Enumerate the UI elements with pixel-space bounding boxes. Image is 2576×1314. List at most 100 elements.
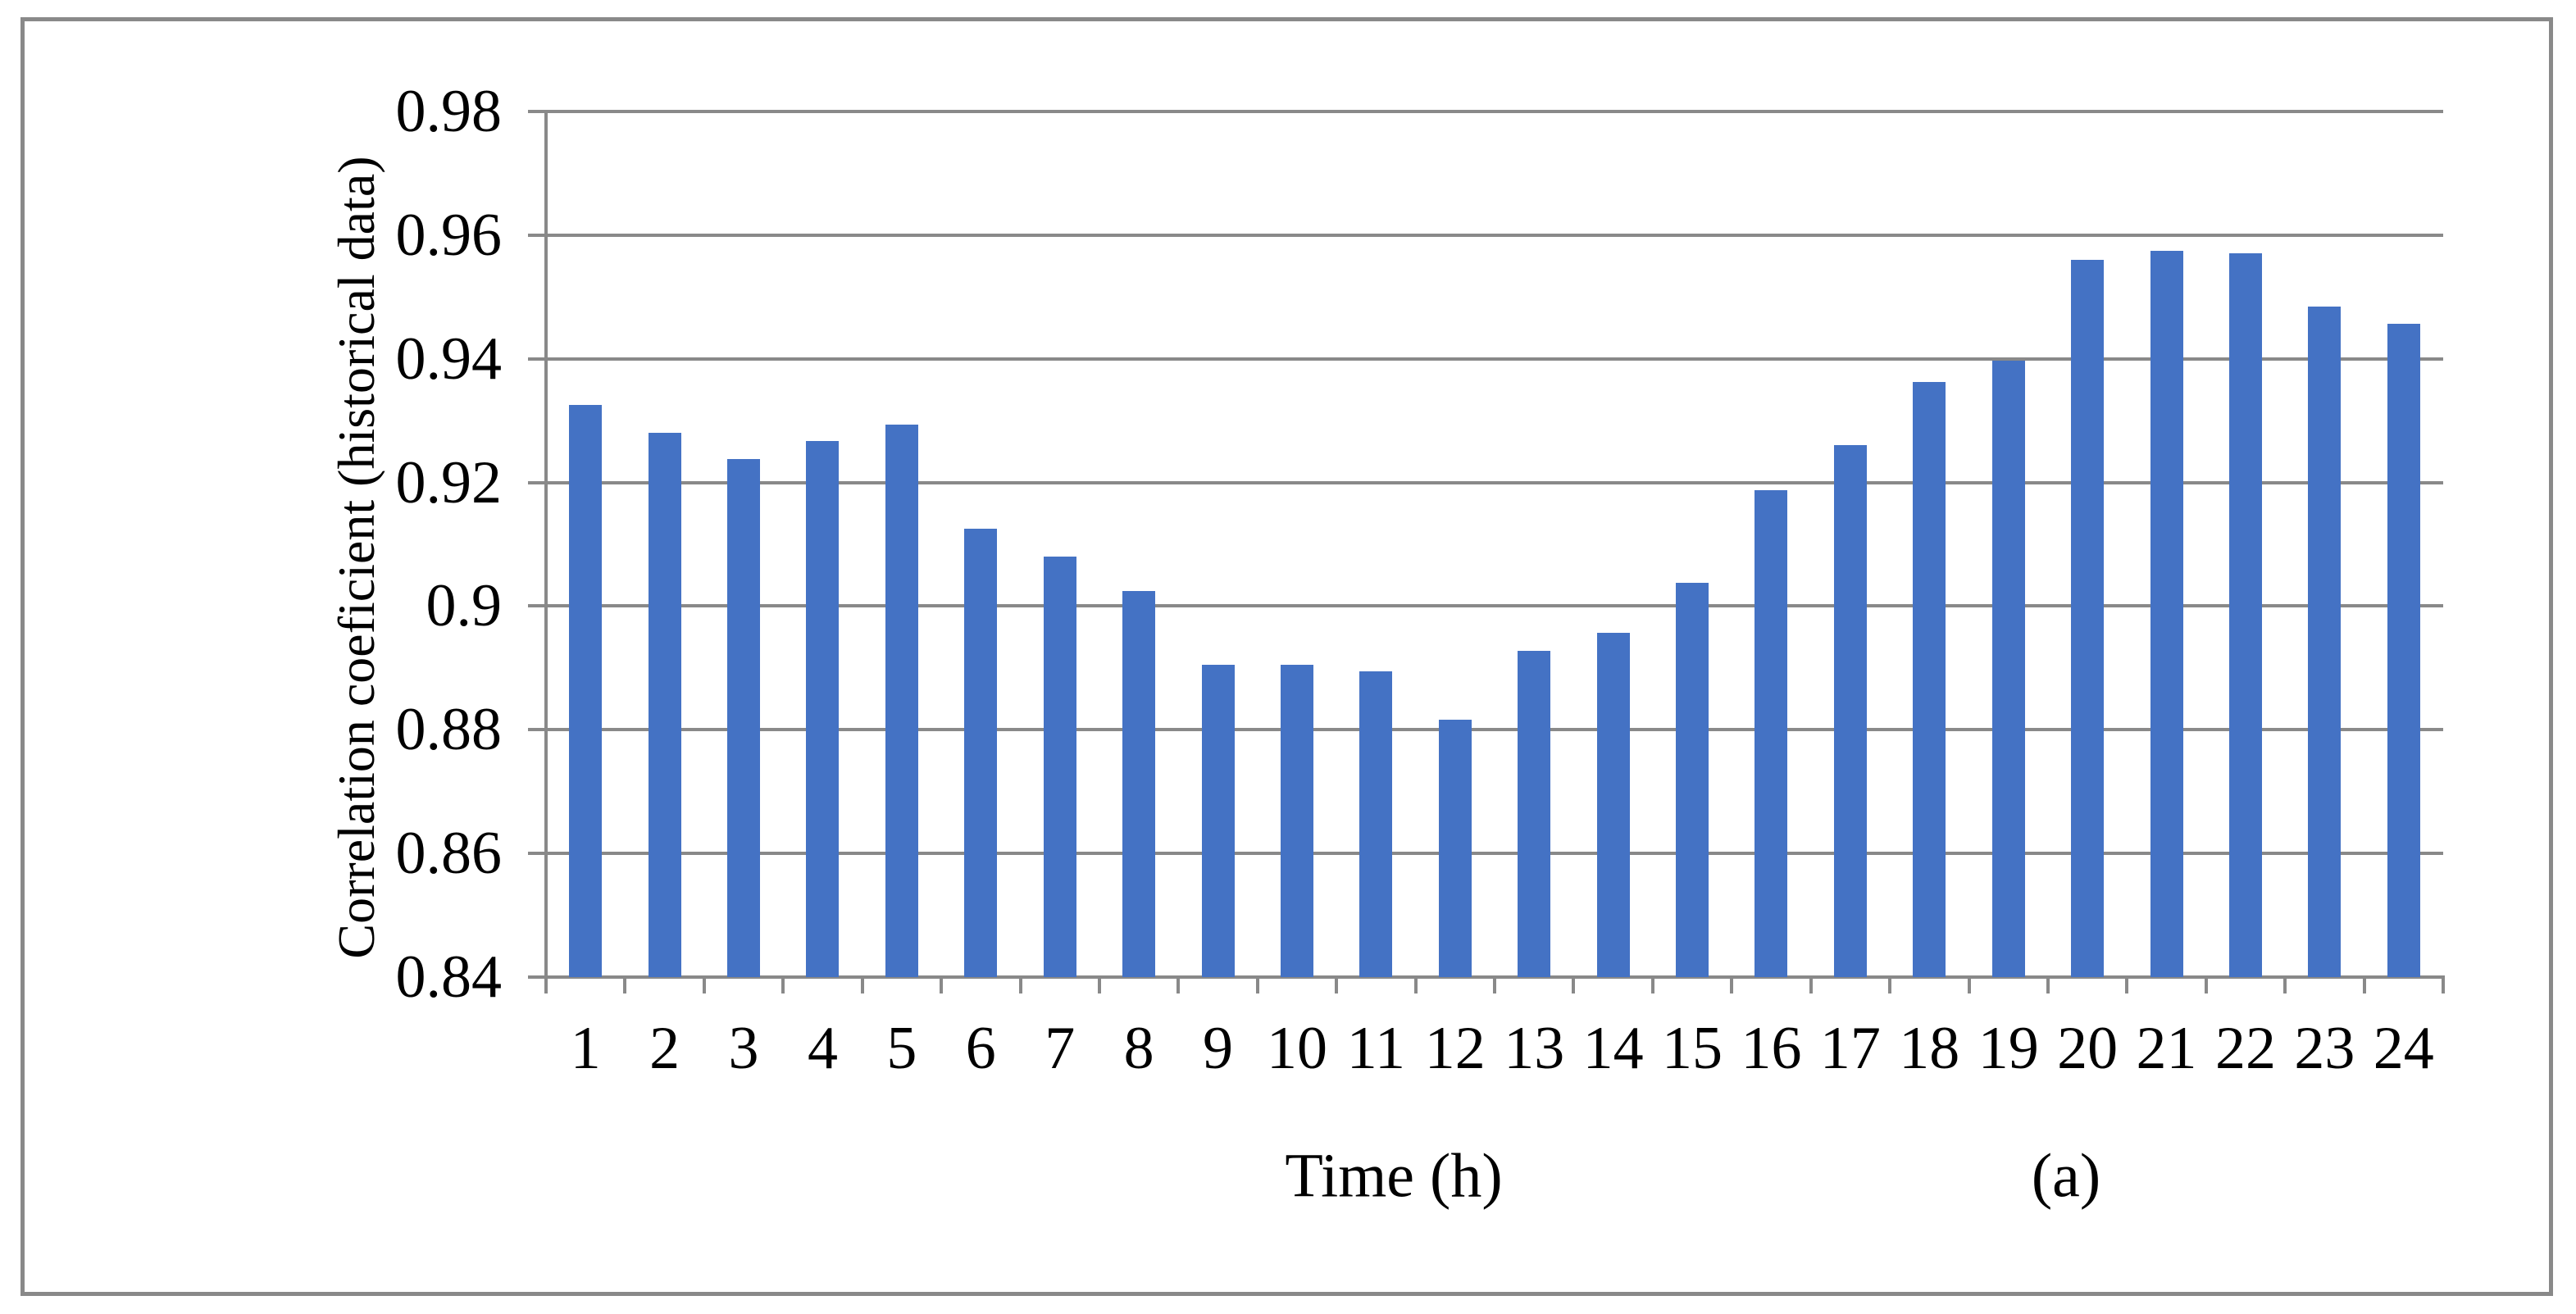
x-tick-label: 16 [1741, 1015, 1802, 1082]
x-tick-mark [2046, 977, 2050, 993]
bar-hour-22 [2228, 252, 2262, 977]
x-tick-mark [702, 977, 706, 993]
x-tick-label: 5 [886, 1015, 917, 1082]
gridline [546, 357, 2443, 361]
bar-hour-19 [1991, 360, 2025, 977]
bar-hour-7 [1043, 557, 1076, 977]
bar-hour-14 [1596, 632, 1630, 977]
bar-hour-1 [569, 405, 603, 977]
gridline [546, 852, 2443, 856]
y-tick-mark [528, 604, 546, 608]
y-tick-mark [528, 728, 546, 732]
x-tick-label: 17 [1819, 1015, 1881, 1082]
x-tick-label: 21 [2136, 1015, 2197, 1082]
y-tick-label: 0.84 [395, 943, 503, 1011]
x-tick-label: 2 [649, 1015, 680, 1082]
y-tick-mark [528, 975, 546, 979]
x-tick-label: 18 [1899, 1015, 1960, 1082]
y-tick-label: 0.96 [395, 201, 503, 269]
bar-hour-15 [1676, 582, 1709, 977]
y-tick-mark [528, 852, 546, 856]
x-axis-title: Time (h) [1285, 1141, 1503, 1211]
x-tick-mark [544, 977, 548, 993]
x-tick-mark [1335, 977, 1339, 993]
plot-area [546, 110, 2443, 977]
x-tick-mark [2442, 977, 2445, 993]
figure-border [20, 17, 2553, 1296]
x-tick-label: 14 [1582, 1015, 1644, 1082]
gridline [546, 480, 2443, 484]
x-tick-mark [1176, 977, 1181, 993]
bar-hour-12 [1438, 720, 1472, 977]
x-tick-label: 22 [2214, 1015, 2276, 1082]
bar-hour-21 [2150, 251, 2183, 977]
x-tick-label: 6 [965, 1015, 996, 1082]
x-tick-label: 19 [1978, 1015, 2039, 1082]
bar-hour-8 [1122, 590, 1156, 977]
y-tick-label: 0.98 [395, 78, 503, 145]
bar-hour-18 [1913, 382, 1946, 977]
x-tick-label: 4 [807, 1015, 838, 1082]
x-tick-label: 24 [2373, 1015, 2434, 1082]
x-tick-label: 1 [570, 1015, 601, 1082]
y-tick-mark [528, 357, 546, 361]
bar-hour-17 [1833, 445, 1867, 977]
y-tick-label: 0.94 [395, 325, 503, 393]
gridline [546, 110, 2443, 113]
bar-hour-4 [806, 441, 840, 977]
x-tick-label: 9 [1203, 1015, 1234, 1082]
x-tick-mark [1097, 977, 1101, 993]
x-tick-mark [2125, 977, 2129, 993]
x-tick-mark [1572, 977, 1576, 993]
gridline [546, 604, 2443, 608]
y-axis-line [544, 110, 548, 979]
x-tick-label: 12 [1424, 1015, 1486, 1082]
bar-hour-13 [1518, 650, 1551, 977]
bar-hour-20 [2071, 260, 2105, 977]
gridline [546, 728, 2443, 732]
x-tick-mark [940, 977, 944, 993]
x-tick-mark [2283, 977, 2287, 993]
x-tick-mark [860, 977, 864, 993]
bar-hour-9 [1201, 665, 1235, 977]
x-tick-label: 23 [2294, 1015, 2355, 1082]
x-tick-label: 8 [1123, 1015, 1154, 1082]
x-tick-label: 20 [2057, 1015, 2119, 1082]
panel-label: (a) [2031, 1141, 2101, 1211]
bar-hour-3 [727, 458, 761, 977]
bar-hour-16 [1755, 489, 1788, 977]
x-tick-mark [781, 977, 785, 993]
bar-hour-6 [964, 529, 998, 977]
y-tick-mark [528, 480, 546, 484]
x-tick-mark [1493, 977, 1496, 993]
y-tick-mark [528, 110, 546, 113]
x-tick-mark [1018, 977, 1022, 993]
x-tick-label: 13 [1504, 1015, 1565, 1082]
x-tick-mark [1650, 977, 1654, 993]
x-tick-mark [623, 977, 627, 993]
y-tick-label: 0.88 [395, 696, 503, 764]
x-tick-mark [1809, 977, 1813, 993]
x-tick-label: 3 [728, 1015, 759, 1082]
y-tick-label: 0.86 [395, 820, 503, 888]
x-tick-mark [2204, 977, 2208, 993]
bar-hour-2 [648, 433, 681, 977]
gridline [546, 233, 2443, 237]
x-tick-label: 7 [1045, 1015, 1076, 1082]
y-tick-label: 0.92 [395, 448, 503, 516]
bar-hour-24 [2387, 324, 2420, 977]
y-axis-title: Correlation coeficient (historical data) [327, 156, 385, 959]
x-tick-mark [2362, 977, 2366, 993]
x-tick-label: 15 [1662, 1015, 1723, 1082]
y-tick-mark [528, 233, 546, 237]
bar-hour-10 [1280, 665, 1313, 977]
x-tick-mark [1888, 977, 1892, 993]
x-tick-mark [1730, 977, 1734, 993]
x-tick-mark [1255, 977, 1259, 993]
x-tick-label: 10 [1266, 1015, 1327, 1082]
x-tick-mark [1413, 977, 1418, 993]
y-tick-label: 0.9 [426, 572, 503, 640]
x-tick-label: 11 [1346, 1015, 1405, 1082]
x-tick-mark [1967, 977, 1971, 993]
